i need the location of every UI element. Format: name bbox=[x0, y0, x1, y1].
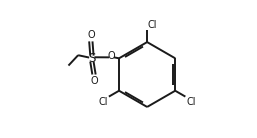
Text: O: O bbox=[90, 76, 98, 86]
Text: Cl: Cl bbox=[148, 20, 157, 30]
Text: Cl: Cl bbox=[99, 97, 108, 107]
Text: O: O bbox=[108, 51, 115, 61]
Text: O: O bbox=[87, 30, 95, 40]
Text: Cl: Cl bbox=[186, 97, 196, 107]
Text: S: S bbox=[88, 52, 96, 65]
